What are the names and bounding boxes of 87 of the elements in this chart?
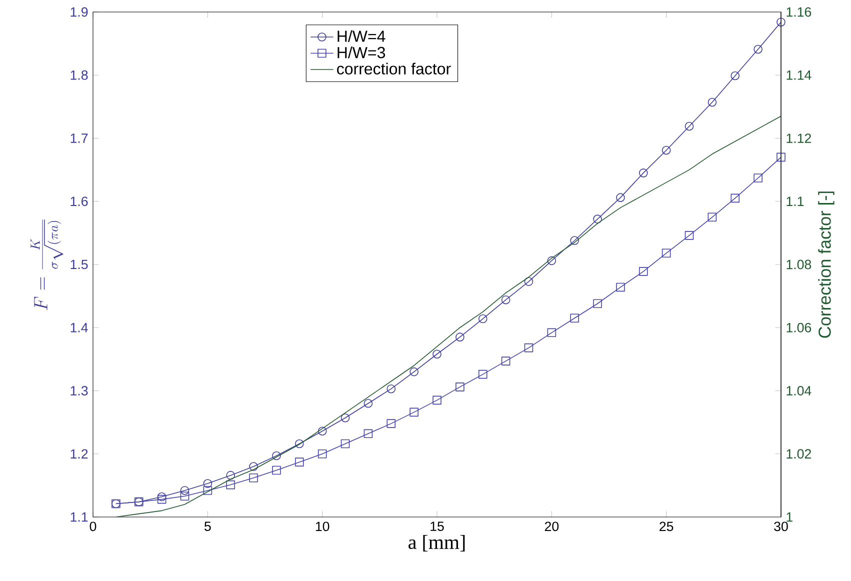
point xyxy=(730,71,740,80)
y-axis-title: $F = \frac{K}{\sigma\sqrt{(\pi a)}}$ xyxy=(30,220,64,310)
y-tick-label: 1.6 xyxy=(70,196,88,206)
point xyxy=(364,398,373,408)
y2-tick-label: 1 xyxy=(786,512,792,522)
point xyxy=(157,492,166,502)
x-tick-label: 30 xyxy=(774,522,788,532)
y-tick-label: 1.5 xyxy=(70,260,88,270)
point xyxy=(478,370,488,379)
y2-tick-label: 1.06 xyxy=(786,322,812,332)
point xyxy=(295,439,304,448)
point xyxy=(295,458,304,466)
y2-tick-label: 1.04 xyxy=(786,386,812,396)
point xyxy=(524,277,534,286)
point xyxy=(386,419,396,428)
point xyxy=(272,466,281,475)
point xyxy=(684,122,694,131)
legend-label: correction factor xyxy=(337,62,451,74)
x-tick-label: 10 xyxy=(316,522,330,532)
point xyxy=(638,168,648,178)
point xyxy=(249,473,258,482)
point xyxy=(340,413,350,422)
point xyxy=(638,267,648,276)
x-tick-label: 25 xyxy=(660,522,674,532)
point xyxy=(754,44,762,54)
y-tick-label: 1.8 xyxy=(70,70,88,80)
y2-tick-label: 1.1 xyxy=(786,196,804,206)
point xyxy=(226,470,235,480)
y2-tick-label: 1.02 xyxy=(786,449,811,459)
point xyxy=(662,248,671,258)
point xyxy=(708,98,717,107)
x-axis-title: a [mm] xyxy=(408,534,465,552)
point xyxy=(432,350,442,359)
point xyxy=(318,426,327,436)
x-tick-label: 0 xyxy=(90,522,96,532)
point xyxy=(616,282,625,292)
y-tick-label: 1.7 xyxy=(70,134,88,143)
point xyxy=(570,236,579,245)
x-tick-label: 5 xyxy=(204,522,211,531)
point xyxy=(547,256,556,266)
point xyxy=(410,408,418,417)
legend-label: H/W=4 xyxy=(338,30,386,42)
y2-tick-label: 1.12 xyxy=(786,134,811,143)
point xyxy=(180,486,190,495)
y2-tick-label: 1.14 xyxy=(786,70,812,80)
point xyxy=(226,480,235,490)
point xyxy=(708,212,717,222)
point xyxy=(730,194,740,203)
point xyxy=(340,439,350,448)
y2-axis-title: Correction factor [-] xyxy=(818,192,834,338)
point xyxy=(754,174,762,182)
point xyxy=(456,332,464,342)
point xyxy=(684,231,694,240)
point xyxy=(318,449,327,458)
legend-label: H/W=3 xyxy=(338,46,386,58)
point xyxy=(249,462,258,471)
y-tick-label: 1.4 xyxy=(70,323,88,332)
point xyxy=(364,429,373,438)
point xyxy=(157,494,166,504)
point xyxy=(593,214,602,224)
point xyxy=(272,451,281,460)
point xyxy=(203,486,212,495)
y2-tick-label: 1.16 xyxy=(786,7,812,17)
y-tick-label: 1.1 xyxy=(70,512,88,522)
point xyxy=(501,295,510,304)
x-tick-label: 15 xyxy=(430,522,444,531)
point xyxy=(776,18,786,26)
point xyxy=(410,367,418,376)
point xyxy=(593,299,602,308)
point xyxy=(180,492,190,501)
y-tick-label: 1.3 xyxy=(70,386,88,396)
point xyxy=(616,193,625,202)
point xyxy=(662,146,671,155)
x-tick-label: 20 xyxy=(544,522,559,532)
point xyxy=(386,384,396,394)
point xyxy=(524,343,534,352)
point xyxy=(776,152,786,162)
point xyxy=(501,356,510,366)
point xyxy=(478,314,488,324)
y2-tick-label: 1.08 xyxy=(786,260,812,270)
point xyxy=(203,479,212,488)
y-tick-label: 1.2 xyxy=(70,449,88,459)
point xyxy=(547,328,556,338)
point xyxy=(456,382,464,392)
y-tick-label: 1.9 xyxy=(70,7,88,17)
point xyxy=(570,314,579,323)
point xyxy=(432,396,442,405)
